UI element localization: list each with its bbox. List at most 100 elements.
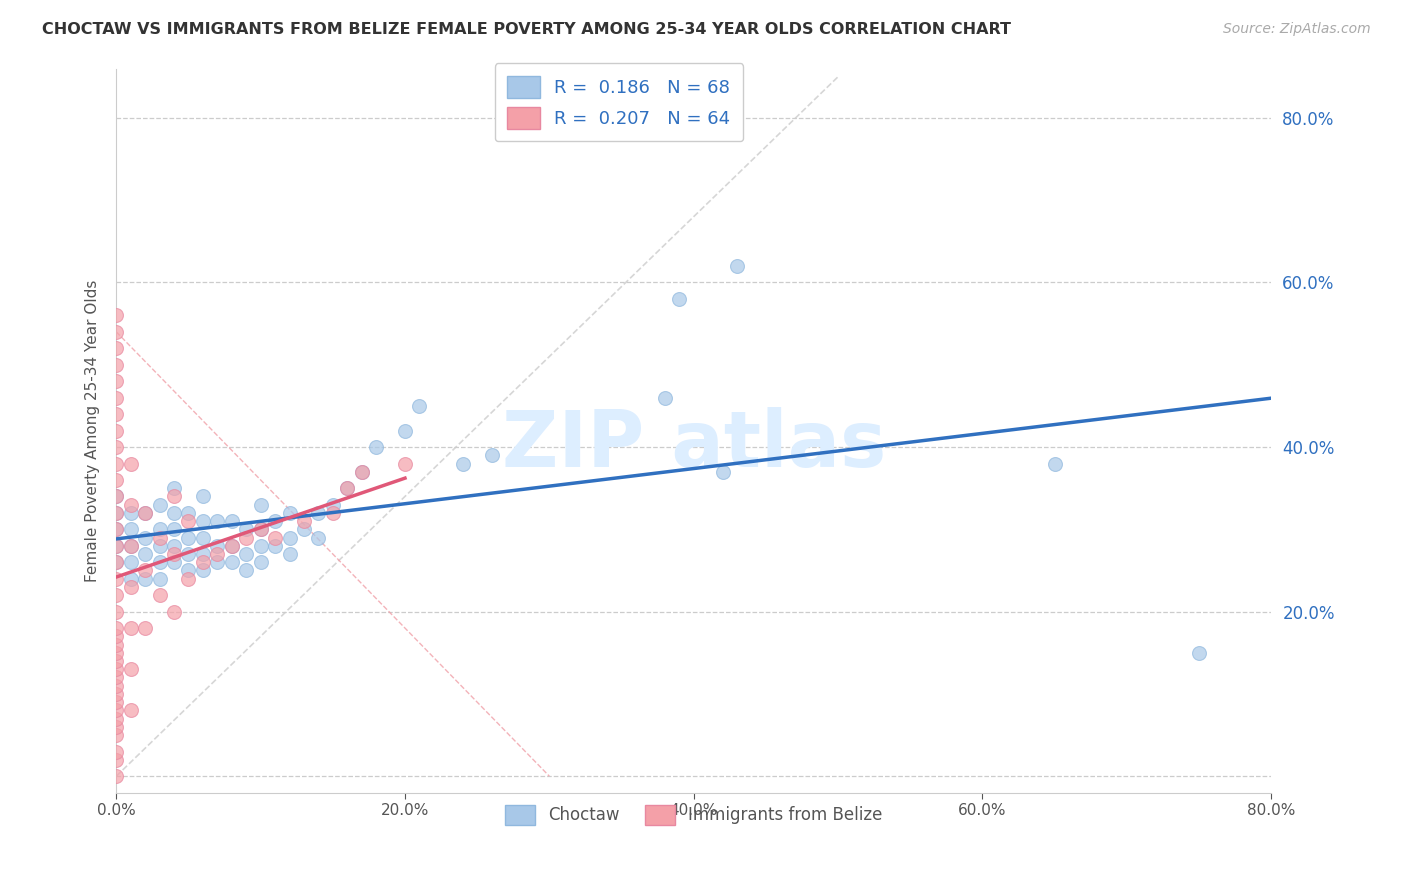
Point: [134, 572, 156, 586]
Point: [725, 259, 748, 273]
Point: [235, 531, 257, 545]
Point: [105, 440, 128, 454]
Point: [191, 531, 214, 545]
Point: [105, 720, 128, 734]
Point: [105, 358, 128, 372]
Point: [105, 490, 128, 504]
Point: [134, 564, 156, 578]
Point: [163, 522, 186, 536]
Point: [120, 703, 142, 717]
Point: [278, 547, 301, 561]
Point: [105, 539, 128, 553]
Point: [207, 555, 229, 569]
Point: [105, 662, 128, 676]
Point: [278, 531, 301, 545]
Point: [322, 498, 344, 512]
Point: [481, 448, 503, 462]
Point: [654, 391, 676, 405]
Point: [105, 309, 128, 323]
Point: [105, 457, 128, 471]
Text: Source: ZipAtlas.com: Source: ZipAtlas.com: [1223, 22, 1371, 37]
Point: [105, 555, 128, 569]
Point: [163, 555, 186, 569]
Point: [292, 522, 315, 536]
Point: [120, 498, 142, 512]
Point: [221, 514, 243, 528]
Point: [105, 424, 128, 438]
Point: [249, 555, 271, 569]
Point: [191, 555, 214, 569]
Point: [264, 514, 287, 528]
Point: [105, 695, 128, 709]
Point: [207, 547, 229, 561]
Point: [134, 506, 156, 520]
Text: ZIP atlas: ZIP atlas: [502, 407, 886, 483]
Point: [235, 564, 257, 578]
Point: [148, 531, 170, 545]
Point: [105, 506, 128, 520]
Point: [221, 539, 243, 553]
Point: [177, 564, 200, 578]
Text: CHOCTAW VS IMMIGRANTS FROM BELIZE FEMALE POVERTY AMONG 25-34 YEAR OLDS CORRELATI: CHOCTAW VS IMMIGRANTS FROM BELIZE FEMALE…: [42, 22, 1011, 37]
Point: [105, 506, 128, 520]
Point: [105, 522, 128, 536]
Point: [105, 670, 128, 684]
Point: [163, 481, 186, 495]
Point: [249, 522, 271, 536]
Point: [207, 539, 229, 553]
Point: [105, 703, 128, 717]
Point: [221, 555, 243, 569]
Point: [307, 506, 329, 520]
Point: [105, 728, 128, 742]
Point: [1043, 457, 1066, 471]
Point: [105, 473, 128, 487]
Point: [105, 539, 128, 553]
Point: [366, 440, 388, 454]
Point: [105, 588, 128, 602]
Point: [207, 514, 229, 528]
Point: [148, 539, 170, 553]
Point: [307, 531, 329, 545]
Point: [163, 547, 186, 561]
Point: [177, 572, 200, 586]
Point: [105, 555, 128, 569]
Point: [120, 506, 142, 520]
Point: [105, 638, 128, 652]
Point: [221, 539, 243, 553]
Point: [105, 391, 128, 405]
Point: [134, 531, 156, 545]
Point: [292, 514, 315, 528]
Point: [163, 539, 186, 553]
Point: [105, 572, 128, 586]
Point: [148, 588, 170, 602]
Point: [105, 341, 128, 355]
Point: [105, 687, 128, 701]
Point: [120, 555, 142, 569]
Point: [105, 407, 128, 421]
Point: [191, 490, 214, 504]
Point: [134, 621, 156, 635]
Point: [120, 572, 142, 586]
Point: [350, 465, 373, 479]
Point: [322, 506, 344, 520]
Point: [134, 547, 156, 561]
Point: [120, 457, 142, 471]
Point: [120, 522, 142, 536]
Point: [105, 679, 128, 693]
Point: [120, 621, 142, 635]
Point: [177, 547, 200, 561]
Point: [249, 498, 271, 512]
Point: [177, 514, 200, 528]
Point: [105, 621, 128, 635]
Point: [105, 605, 128, 619]
Point: [177, 506, 200, 520]
Point: [1188, 646, 1211, 660]
Point: [105, 325, 128, 339]
Point: [278, 506, 301, 520]
Point: [336, 481, 359, 495]
Y-axis label: Female Poverty Among 25-34 Year Olds: Female Poverty Among 25-34 Year Olds: [86, 279, 100, 582]
Point: [134, 506, 156, 520]
Point: [105, 490, 128, 504]
Point: [191, 547, 214, 561]
Point: [148, 498, 170, 512]
